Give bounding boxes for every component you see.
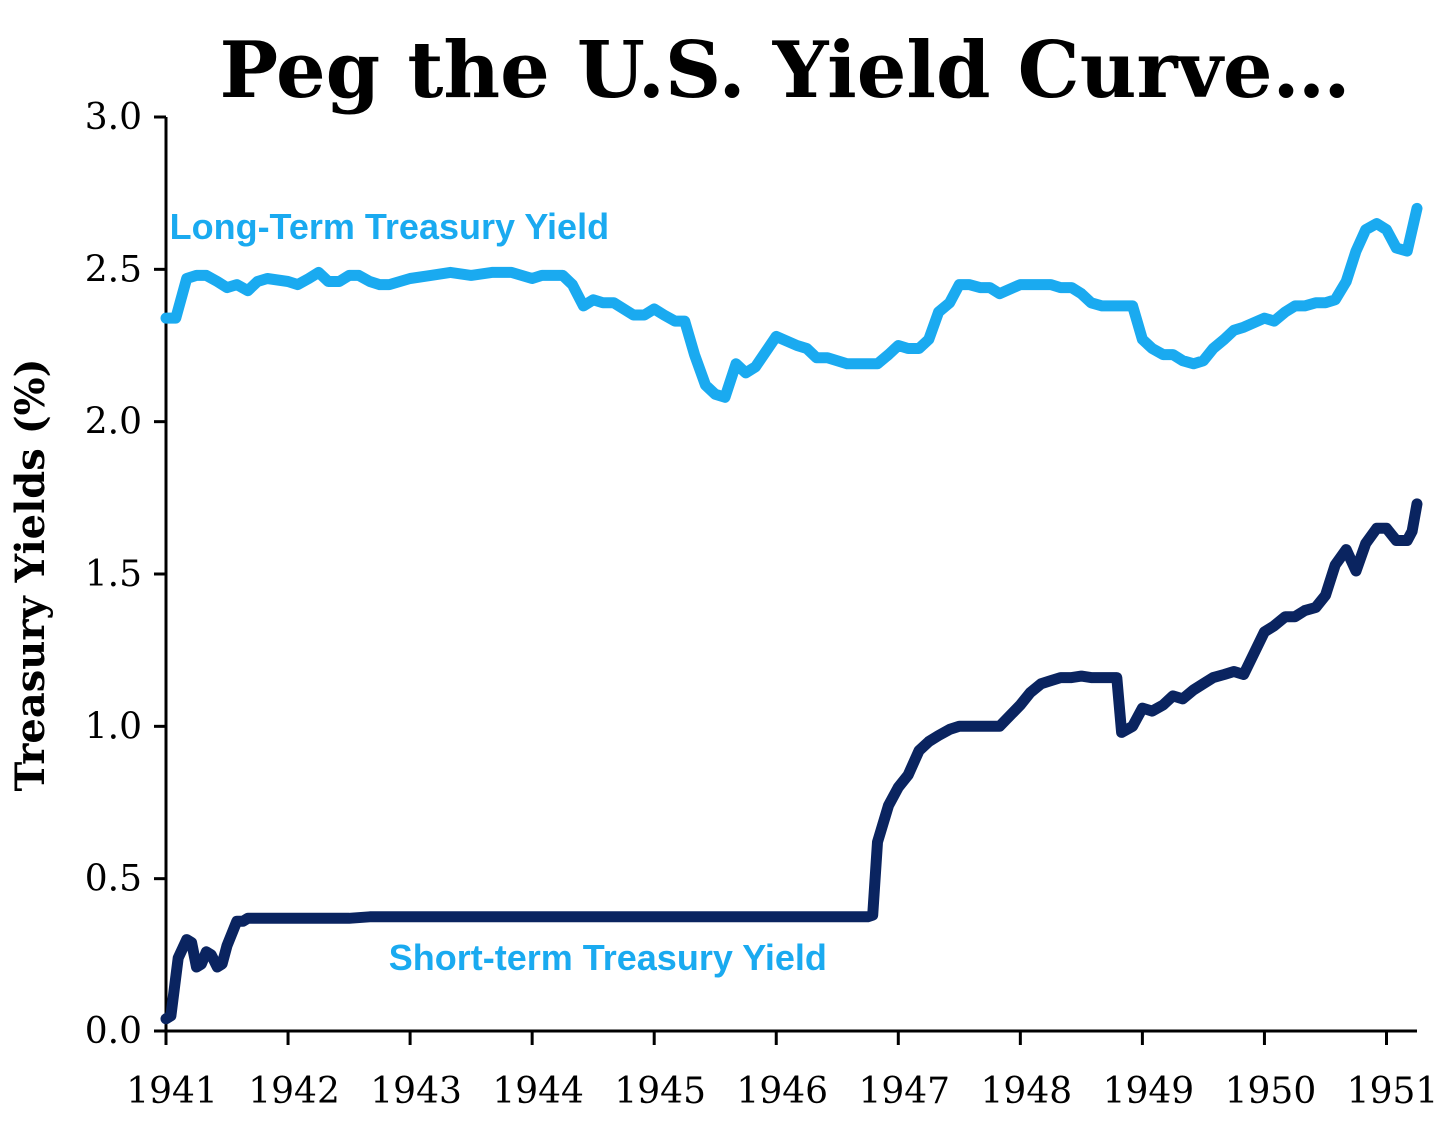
y-tick-label: 2.0 — [85, 402, 142, 443]
x-axis-ticks: 1941 1942 1943 1944 1945 1946 1947 1948 1949 1950… — [126, 1031, 1438, 1112]
chart-title: Peg the U.S. Yield Curve… — [220, 25, 1351, 116]
x-tick-label: 1946 — [736, 1071, 828, 1112]
x-tick-label: 1950 — [1225, 1071, 1317, 1112]
x-tick-label: 1944 — [492, 1071, 584, 1112]
long-term-yield-label: Long-Term Treasury Yield — [170, 206, 609, 247]
x-tick-label: 1945 — [614, 1071, 706, 1112]
x-tick-label: 1947 — [858, 1071, 950, 1112]
x-tick-label: 1943 — [370, 1071, 462, 1112]
y-axis-label: Treasury Yields (%) — [7, 358, 54, 791]
y-tick-label: 2.5 — [85, 249, 142, 290]
x-tick-label: 1942 — [248, 1071, 340, 1112]
x-tick-label: 1949 — [1103, 1071, 1195, 1112]
long-term-yield-line — [160, 202, 1423, 403]
y-tick-label: 1.5 — [85, 554, 142, 595]
series-lines — [160, 202, 1423, 1025]
x-tick-label: 1948 — [981, 1071, 1073, 1112]
y-axis-ticks: 0.0 0.5 1.0 1.5 2.0 2.5 3.0 — [85, 97, 166, 1052]
y-tick-label: 0.5 — [85, 859, 142, 900]
series-annotations: Long-Term Treasury Yield Short-term Treas… — [170, 206, 827, 978]
x-tick-label: 1951 — [1347, 1071, 1439, 1112]
axes — [164, 117, 1417, 1033]
y-tick-label: 1.0 — [85, 706, 142, 747]
y-tick-label: 3.0 — [85, 97, 142, 138]
x-tick-label: 1941 — [126, 1071, 218, 1112]
short-term-yield-label: Short-term Treasury Yield — [389, 937, 827, 978]
y-tick-label: 0.0 — [85, 1011, 142, 1052]
short-term-yield-line — [160, 498, 1423, 1025]
